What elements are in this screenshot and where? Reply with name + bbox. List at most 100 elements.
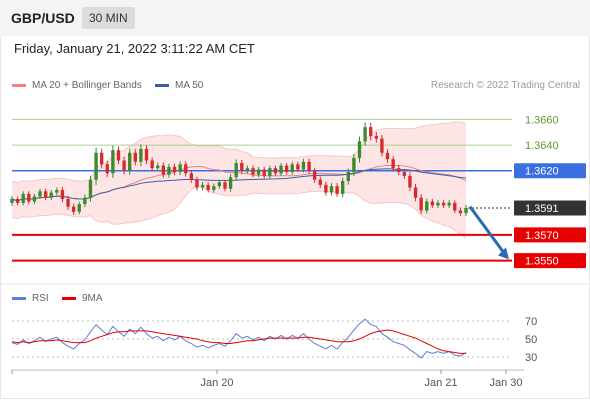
copyright: Research © 2022 Trading Central xyxy=(430,80,580,91)
candle-body xyxy=(122,160,126,171)
candle xyxy=(184,161,188,177)
level-label-3: 1.3591 xyxy=(525,203,559,215)
level-badge-3 xyxy=(514,200,586,216)
candle-body xyxy=(341,181,345,194)
ma20-label: MA 20 + Bollinger Bands xyxy=(32,80,142,91)
candle xyxy=(167,163,171,178)
level-badge-4 xyxy=(514,227,586,243)
candle xyxy=(60,186,65,203)
candle xyxy=(279,163,283,176)
candle xyxy=(43,188,48,201)
candle xyxy=(217,179,222,189)
ma50-line xyxy=(11,168,467,202)
level-label-0: 1.3660 xyxy=(525,114,559,126)
candle xyxy=(413,183,418,202)
candle xyxy=(329,183,334,196)
candle xyxy=(55,187,59,196)
candle-body xyxy=(262,169,266,176)
candle xyxy=(212,183,216,193)
candle xyxy=(374,131,379,143)
forecast-arrow-head xyxy=(498,247,509,260)
timeframe-badge[interactable]: 30 MIN xyxy=(82,7,135,29)
candle xyxy=(357,136,362,163)
candle-body xyxy=(447,202,451,206)
candle xyxy=(27,191,31,205)
candle xyxy=(380,135,384,157)
candle-body xyxy=(128,152,132,171)
candle-body xyxy=(240,163,244,171)
candle-body xyxy=(71,206,76,212)
candle-body xyxy=(256,169,261,175)
candle-body xyxy=(234,163,238,178)
candle-body xyxy=(105,164,109,174)
candle-body xyxy=(408,175,412,188)
candle xyxy=(458,207,463,217)
candle-body xyxy=(464,207,468,214)
rsi-ma9-line xyxy=(11,329,466,354)
candle-body xyxy=(307,161,311,171)
nine-ma-swatch xyxy=(62,297,76,300)
candle xyxy=(312,167,317,183)
legend-ma50: MA 50 xyxy=(155,80,203,91)
candle xyxy=(284,163,289,175)
candle-body xyxy=(144,148,149,161)
candle xyxy=(425,198,429,214)
candle-body xyxy=(346,172,350,182)
candle xyxy=(436,200,440,208)
candle-body xyxy=(21,193,25,203)
candle-body xyxy=(156,165,160,169)
x-tick-label: Jan 21 xyxy=(424,377,457,389)
candle-body xyxy=(133,152,137,162)
candle-body xyxy=(413,187,418,198)
candle xyxy=(111,145,115,178)
candle-body xyxy=(189,173,194,180)
candle xyxy=(363,122,367,146)
candle xyxy=(49,190,53,201)
rsi-swatch xyxy=(12,297,26,300)
candle-body xyxy=(88,179,93,198)
candle xyxy=(144,145,149,165)
candle xyxy=(290,161,294,175)
candle xyxy=(369,122,373,141)
candle-body xyxy=(10,198,14,203)
candle xyxy=(397,165,401,176)
candle-body xyxy=(99,152,104,165)
rsi-label: RSI xyxy=(32,293,49,304)
x-tick-label: Jan 30 xyxy=(489,377,522,389)
candle-body xyxy=(15,198,20,203)
candle xyxy=(128,148,132,175)
candle-body xyxy=(139,148,143,162)
candle xyxy=(122,156,126,175)
candle-body xyxy=(116,150,121,161)
candle xyxy=(228,174,233,192)
candle xyxy=(71,203,76,215)
candle xyxy=(223,179,227,192)
legend-ma20: MA 20 + Bollinger Bands xyxy=(12,80,142,91)
candle-body xyxy=(318,179,322,185)
level-badge-2 xyxy=(514,163,586,179)
candle-body xyxy=(223,182,227,189)
candle xyxy=(139,144,143,167)
candle xyxy=(256,166,261,178)
level-label-2: 1.3620 xyxy=(525,166,559,178)
candle xyxy=(419,194,423,215)
candle-body xyxy=(430,201,435,206)
candle xyxy=(156,162,160,172)
candle xyxy=(352,153,356,177)
candle xyxy=(346,168,350,185)
candle-body xyxy=(268,168,272,176)
candle xyxy=(15,196,20,206)
candle-body xyxy=(49,192,53,198)
candle-body xyxy=(324,184,328,193)
ma50-label: MA 50 xyxy=(175,80,204,91)
candle-body xyxy=(195,179,199,188)
candle xyxy=(66,195,70,210)
candle xyxy=(335,183,339,197)
candle xyxy=(273,165,278,176)
candle xyxy=(234,159,238,181)
candle-body xyxy=(312,170,317,180)
candle-body xyxy=(245,168,250,171)
candle xyxy=(195,176,199,191)
candle xyxy=(385,149,390,163)
